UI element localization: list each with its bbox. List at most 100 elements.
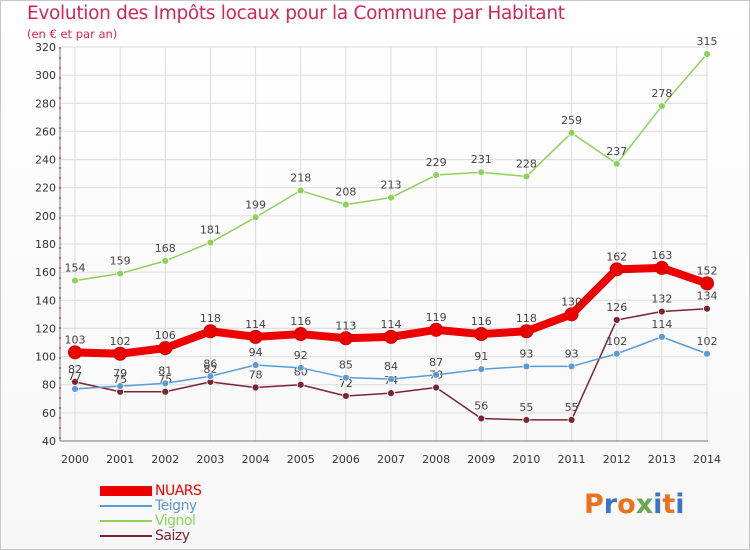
data-point-vignol — [296, 186, 305, 195]
data-point-teigny — [296, 363, 305, 372]
data-label-saizy: 55 — [565, 401, 579, 414]
data-label-vignol: 159 — [110, 255, 131, 268]
data-point-nuars — [113, 346, 128, 361]
data-label-vignol: 181 — [200, 224, 221, 237]
data-label-nuars: 118 — [516, 312, 537, 325]
data-label-vignol: 208 — [335, 186, 356, 199]
logo-letter: r — [603, 489, 618, 520]
data-point-vignol — [657, 102, 666, 110]
data-point-vignol — [341, 200, 350, 209]
data-point-vignol — [251, 213, 260, 222]
data-label-nuars: 116 — [290, 315, 311, 328]
x-tick-label: 2006 — [332, 453, 360, 466]
data-point-nuars — [474, 327, 489, 342]
data-point-vignol — [477, 168, 486, 177]
y-tick-label: 140 — [35, 294, 56, 307]
data-point-saizy — [432, 383, 441, 392]
data-label-teigny: 102 — [697, 335, 718, 348]
data-label-teigny: 91 — [474, 350, 488, 363]
data-label-nuars: 163 — [651, 249, 672, 262]
data-point-vignol — [567, 128, 576, 137]
data-point-nuars — [564, 307, 579, 322]
data-point-saizy — [657, 307, 666, 316]
y-tick-label: 60 — [42, 407, 56, 420]
data-point-saizy — [703, 304, 711, 313]
data-point-saizy — [522, 415, 531, 424]
legend-label-saizy: Saizy — [155, 528, 190, 544]
data-label-nuars: 119 — [426, 311, 447, 324]
y-tick-label: 80 — [42, 379, 56, 392]
data-label-vignol: 315 — [697, 35, 718, 48]
data-label-vignol: 213 — [381, 179, 402, 192]
data-point-nuars — [338, 331, 353, 346]
legend-swatch-nuars — [100, 486, 152, 496]
legend-swatch-vignol — [100, 520, 152, 522]
x-tick-label: 2001 — [106, 453, 134, 466]
data-point-teigny — [477, 365, 486, 374]
data-label-teigny: 86 — [203, 357, 217, 370]
data-label-nuars: 103 — [65, 333, 86, 346]
data-point-teigny — [71, 385, 79, 393]
x-tick-label: 2003 — [196, 453, 224, 466]
data-label-teigny: 93 — [519, 347, 533, 360]
data-point-saizy — [161, 387, 170, 396]
data-label-nuars: 130 — [561, 295, 582, 308]
data-point-teigny — [567, 362, 576, 371]
data-label-vignol: 259 — [561, 114, 582, 127]
data-point-teigny — [161, 379, 170, 388]
data-point-vignol — [612, 159, 621, 168]
data-label-saizy: 72 — [339, 377, 353, 390]
data-point-nuars — [68, 345, 82, 360]
data-point-teigny — [612, 349, 621, 358]
data-point-vignol — [703, 50, 711, 58]
data-point-saizy — [612, 316, 621, 324]
data-label-vignol: 231 — [471, 153, 492, 166]
data-label-teigny: 77 — [68, 370, 82, 383]
data-point-nuars — [700, 276, 714, 291]
data-label-vignol: 154 — [65, 262, 86, 275]
data-point-teigny — [522, 362, 531, 371]
legend-swatch-saizy — [100, 535, 152, 537]
data-point-teigny — [387, 375, 395, 383]
data-point-nuars — [203, 324, 218, 339]
logo-letter: i — [675, 489, 685, 520]
data-point-nuars — [293, 327, 308, 342]
data-label-saizy: 55 — [519, 401, 533, 414]
y-tick-label: 240 — [35, 154, 56, 167]
data-point-nuars — [519, 324, 534, 339]
data-label-vignol: 168 — [155, 242, 176, 255]
data-label-vignol: 237 — [606, 145, 627, 158]
y-tick-label: 260 — [35, 125, 56, 138]
data-point-teigny — [657, 332, 666, 341]
logo-letter: P — [584, 489, 604, 520]
data-label-teigny: 94 — [249, 346, 263, 359]
data-label-saizy: 82 — [68, 363, 82, 376]
data-label-nuars: 113 — [335, 319, 356, 332]
data-label-nuars: 114 — [245, 318, 266, 331]
x-tick-label: 2007 — [377, 453, 405, 466]
data-label-teigny: 87 — [429, 356, 443, 369]
x-tick-label: 2005 — [287, 453, 315, 466]
legend-swatch-teigny — [100, 505, 152, 507]
data-label-saizy: 132 — [651, 293, 672, 306]
x-tick-label: 2014 — [693, 453, 721, 466]
data-point-saizy — [296, 380, 305, 389]
y-tick-label: 40 — [42, 435, 56, 448]
logo-letter: x — [635, 489, 654, 520]
data-point-saizy — [341, 392, 350, 400]
data-point-teigny — [432, 370, 441, 379]
data-point-nuars — [384, 329, 398, 344]
legend-label-teigny: Teigny — [155, 498, 197, 514]
data-label-nuars: 106 — [155, 329, 176, 342]
y-tick-label: 200 — [35, 210, 56, 223]
y-tick-label: 300 — [35, 69, 56, 82]
data-label-nuars: 116 — [471, 315, 492, 328]
data-label-nuars: 114 — [381, 318, 402, 331]
data-point-nuars — [158, 341, 173, 356]
data-label-nuars: 102 — [110, 335, 131, 348]
y-tick-label: 100 — [35, 351, 56, 364]
data-label-teigny: 81 — [158, 364, 172, 377]
data-label-vignol: 228 — [516, 157, 537, 170]
data-label-teigny: 102 — [606, 335, 627, 348]
